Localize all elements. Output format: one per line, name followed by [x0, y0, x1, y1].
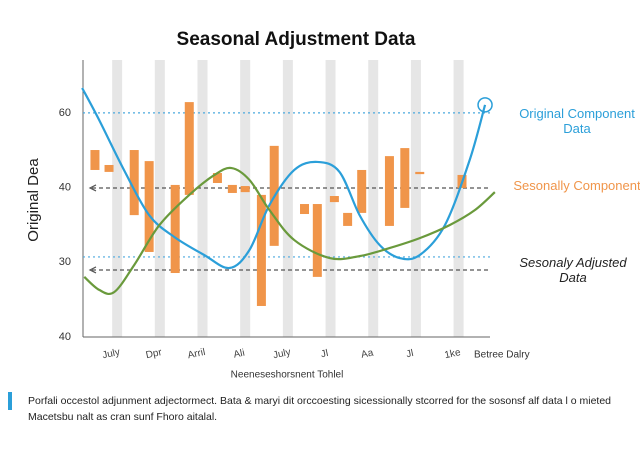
bar: [184, 102, 194, 195]
bar: [384, 156, 394, 226]
bar: [227, 184, 237, 193]
y-tick-label: 30: [59, 256, 71, 268]
category-band: [240, 60, 251, 337]
footnote: Macetsbu nalt as cran sunf Fhoro aitalal…: [28, 411, 218, 423]
category-band: [410, 60, 421, 337]
reference-arrow: [88, 184, 97, 192]
x-tick-label: July: [101, 347, 121, 361]
footnote: Porfali occestol adjunment adjectormect.…: [28, 395, 612, 407]
y-tick-label: 40: [59, 331, 71, 343]
y-axis-title: Original Dea: [25, 158, 42, 242]
plot-area: July Dpr Arril Ali July Jl Aa Jl 1ke 60 40 30 40: [59, 60, 496, 361]
footnote-marker: [8, 392, 12, 410]
bar: [104, 164, 114, 172]
bar: [343, 212, 353, 226]
legend-entry: Sesonaly Adjusted Data: [519, 255, 627, 285]
end-marker: [477, 97, 493, 113]
bar: [170, 184, 180, 274]
chart-title: Seasonal Adjustment Data: [177, 29, 416, 50]
bar: [300, 204, 310, 215]
x-tick-label: Arril: [187, 347, 207, 361]
y-tick-label: 60: [59, 107, 71, 119]
legend-entry: Original Component Data: [519, 106, 635, 136]
x-tick-label: July: [272, 347, 292, 361]
category-band: [112, 60, 123, 337]
bar: [357, 169, 367, 213]
x-tick-label: Ali: [233, 348, 246, 361]
line: [83, 166, 496, 296]
x-tick-label: 1ke: [444, 347, 462, 361]
bar: [144, 161, 154, 252]
bar: [329, 196, 339, 203]
x-axis-title: Neeneseshorsnent Tohlel: [231, 370, 344, 381]
x-tick-label: Dpr: [145, 347, 164, 361]
category-band: [197, 60, 208, 337]
bar: [256, 194, 266, 306]
category-band: [453, 60, 464, 337]
category-band: [154, 60, 165, 337]
bar: [400, 148, 410, 208]
x-tick-label: Jl: [405, 348, 414, 360]
x-tick-label: Aa: [360, 347, 375, 360]
category-band: [282, 60, 293, 337]
bar: [312, 204, 322, 277]
reference-arrow: [88, 266, 97, 274]
x-end-label: Betree Dalry: [474, 350, 530, 361]
bar: [240, 186, 250, 193]
bar: [415, 171, 425, 175]
bar: [129, 150, 139, 216]
x-tick-label: Jl: [320, 348, 329, 360]
line: [81, 87, 487, 270]
legend-entry: Sesonally Component: [513, 178, 640, 193]
y-tick-label: 40: [59, 182, 71, 194]
bar: [90, 150, 100, 170]
category-band: [368, 60, 379, 337]
bar: [212, 173, 222, 183]
